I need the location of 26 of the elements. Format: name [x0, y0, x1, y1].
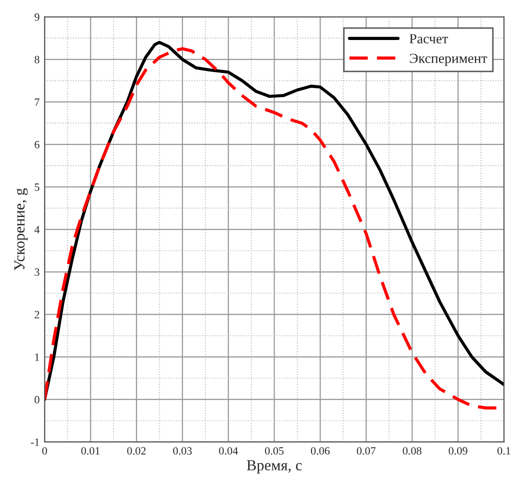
x-tick-label: 0.08 — [402, 447, 422, 455]
legend-label: Эксперимент — [410, 54, 488, 66]
y-axis-title: Ускорение, g — [14, 188, 28, 270]
y-tick-label: 2 — [34, 310, 40, 318]
x-tick-label: 0 — [42, 447, 47, 455]
y-tick-label: 9 — [34, 13, 40, 21]
x-tick-label: 0.06 — [310, 447, 330, 455]
y-tick-label: 4 — [34, 226, 40, 234]
y-tick-label: 0 — [34, 396, 40, 404]
x-tick-label: 0.04 — [219, 447, 238, 455]
y-tick-label: 1 — [35, 353, 40, 361]
x-tick-label: 0.1 — [497, 447, 510, 455]
x-tick-label: 0.05 — [265, 447, 284, 455]
y-tick-label: 7 — [34, 98, 40, 106]
x-tick-label: 0.09 — [448, 447, 468, 455]
y-tick-label: -1 — [30, 438, 40, 446]
x-tick-label: 0.02 — [127, 447, 146, 455]
x-tick-label: 0.07 — [356, 447, 376, 455]
y-tick-label: 6 — [34, 140, 40, 148]
x-tick-label: 0.03 — [173, 447, 192, 455]
y-tick-label: 5 — [34, 184, 40, 191]
x-tick-label: 0.01 — [81, 447, 100, 455]
x-axis-title: Время, с — [246, 460, 302, 474]
y-tick-label: 8 — [34, 56, 40, 64]
legend-label: Расчет — [410, 34, 448, 44]
y-tick-label: 3 — [34, 268, 40, 276]
